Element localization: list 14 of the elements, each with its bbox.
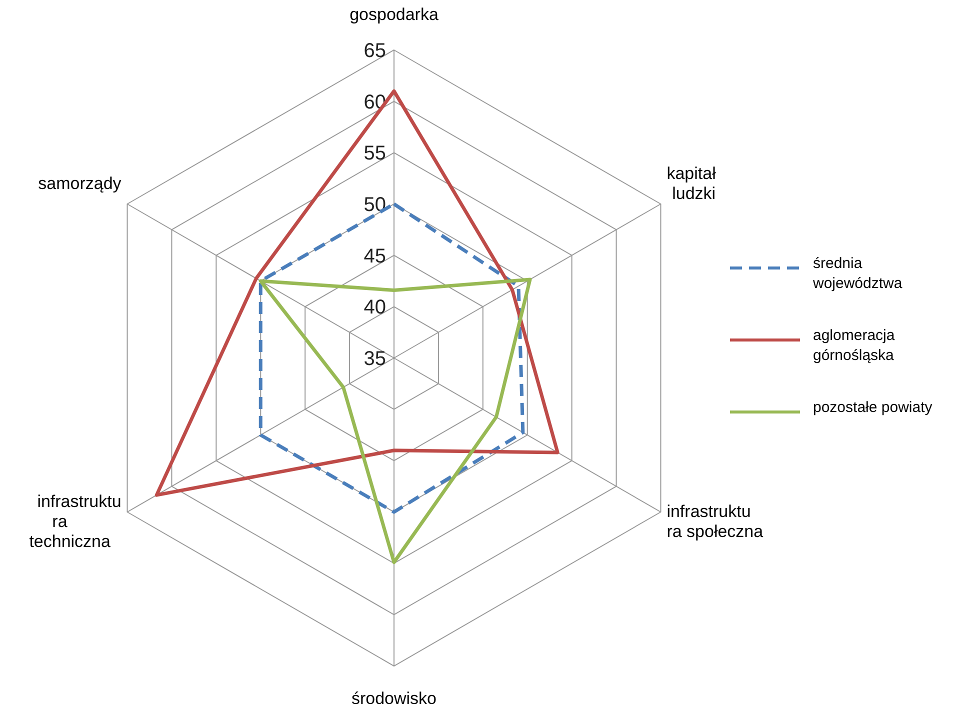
legend-label: pozostałe powiaty	[813, 399, 933, 416]
legend-label: aglomeracja górnośląska	[813, 327, 896, 364]
y-tick-label: 45	[364, 245, 386, 268]
spoke-label: środowisko	[351, 689, 437, 704]
spoke-label: gospodarka	[350, 5, 439, 24]
legend-label: średnia województwa	[812, 255, 903, 292]
spoke-label: kapitał ludzki	[666, 164, 716, 203]
spoke-label: infrastruktura techniczna	[29, 492, 122, 551]
spoke-label: infrastruktura społeczna	[666, 502, 764, 541]
y-tick-label: 35	[364, 348, 386, 370]
y-tick-label: 55	[364, 142, 386, 165]
y-tick-label: 40	[364, 296, 386, 319]
spoke-label: samorządy	[38, 174, 122, 193]
y-tick-label: 65	[364, 40, 386, 62]
